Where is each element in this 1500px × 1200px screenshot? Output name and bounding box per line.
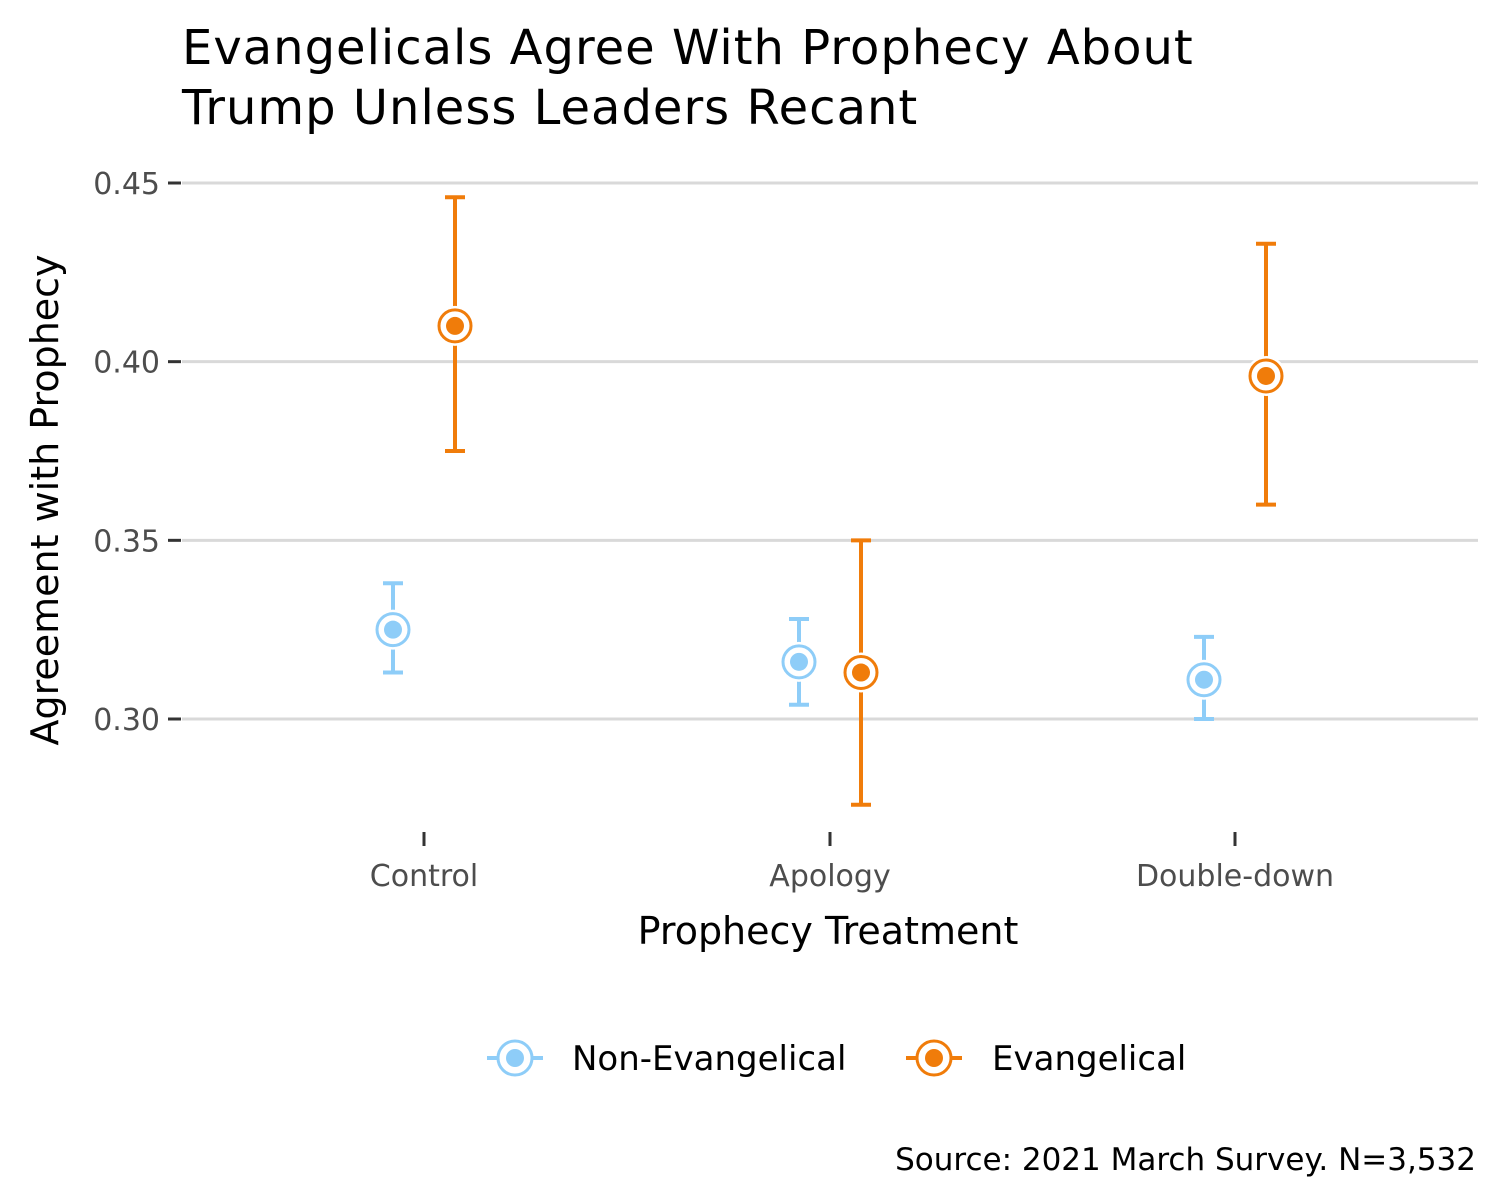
chart-title: Evangelicals Agree With Prophecy About T…	[182, 18, 1194, 138]
point-range-evangelical	[841, 538, 881, 807]
y-tick-label: 0.35	[93, 524, 160, 559]
legend: Non-Evangelical Evangelical	[487, 1039, 1186, 1079]
legend-item-non-evangelical: Non-Evangelical	[487, 1039, 846, 1079]
point-range-evangelical	[435, 195, 475, 453]
point-range-non-evangelical	[1184, 634, 1224, 721]
chart-title-line-2: Trump Unless Leaders Recant	[182, 80, 919, 136]
data-point	[1257, 366, 1275, 385]
data-marks	[373, 195, 1286, 807]
legend-key-point	[925, 1049, 943, 1067]
legend-item-evangelical: Evangelical	[906, 1039, 1186, 1079]
y-tick-label: 0.40	[93, 346, 160, 381]
data-point	[446, 316, 464, 335]
y-tick-label: 0.30	[93, 703, 160, 738]
point-range-evangelical	[1246, 241, 1286, 507]
legend-label: Evangelical	[992, 1039, 1186, 1079]
legend-key-point	[506, 1049, 524, 1067]
x-tick-label: Apology	[769, 859, 890, 894]
data-point	[1195, 670, 1213, 689]
data-point	[852, 663, 870, 682]
legend-label: Non-Evangelical	[572, 1039, 846, 1079]
caption: Source: 2021 March Survey. N=3,532	[895, 1142, 1476, 1178]
x-tick-label: Double-down	[1136, 859, 1334, 894]
x-axis: Control Apology Double-down	[370, 832, 1334, 894]
y-axis-title: Agreement with Prophecy	[23, 254, 67, 745]
data-point	[384, 620, 402, 639]
data-point	[790, 652, 808, 671]
y-axis: 0.30 0.35 0.40 0.45	[93, 167, 181, 738]
point-range-non-evangelical	[373, 581, 413, 675]
chart-title-line-1: Evangelicals Agree With Prophecy About	[182, 20, 1194, 76]
x-tick-label: Control	[370, 859, 478, 894]
point-range-non-evangelical	[779, 616, 819, 707]
x-axis-title: Prophecy Treatment	[638, 909, 1019, 953]
y-tick-label: 0.45	[93, 167, 160, 202]
